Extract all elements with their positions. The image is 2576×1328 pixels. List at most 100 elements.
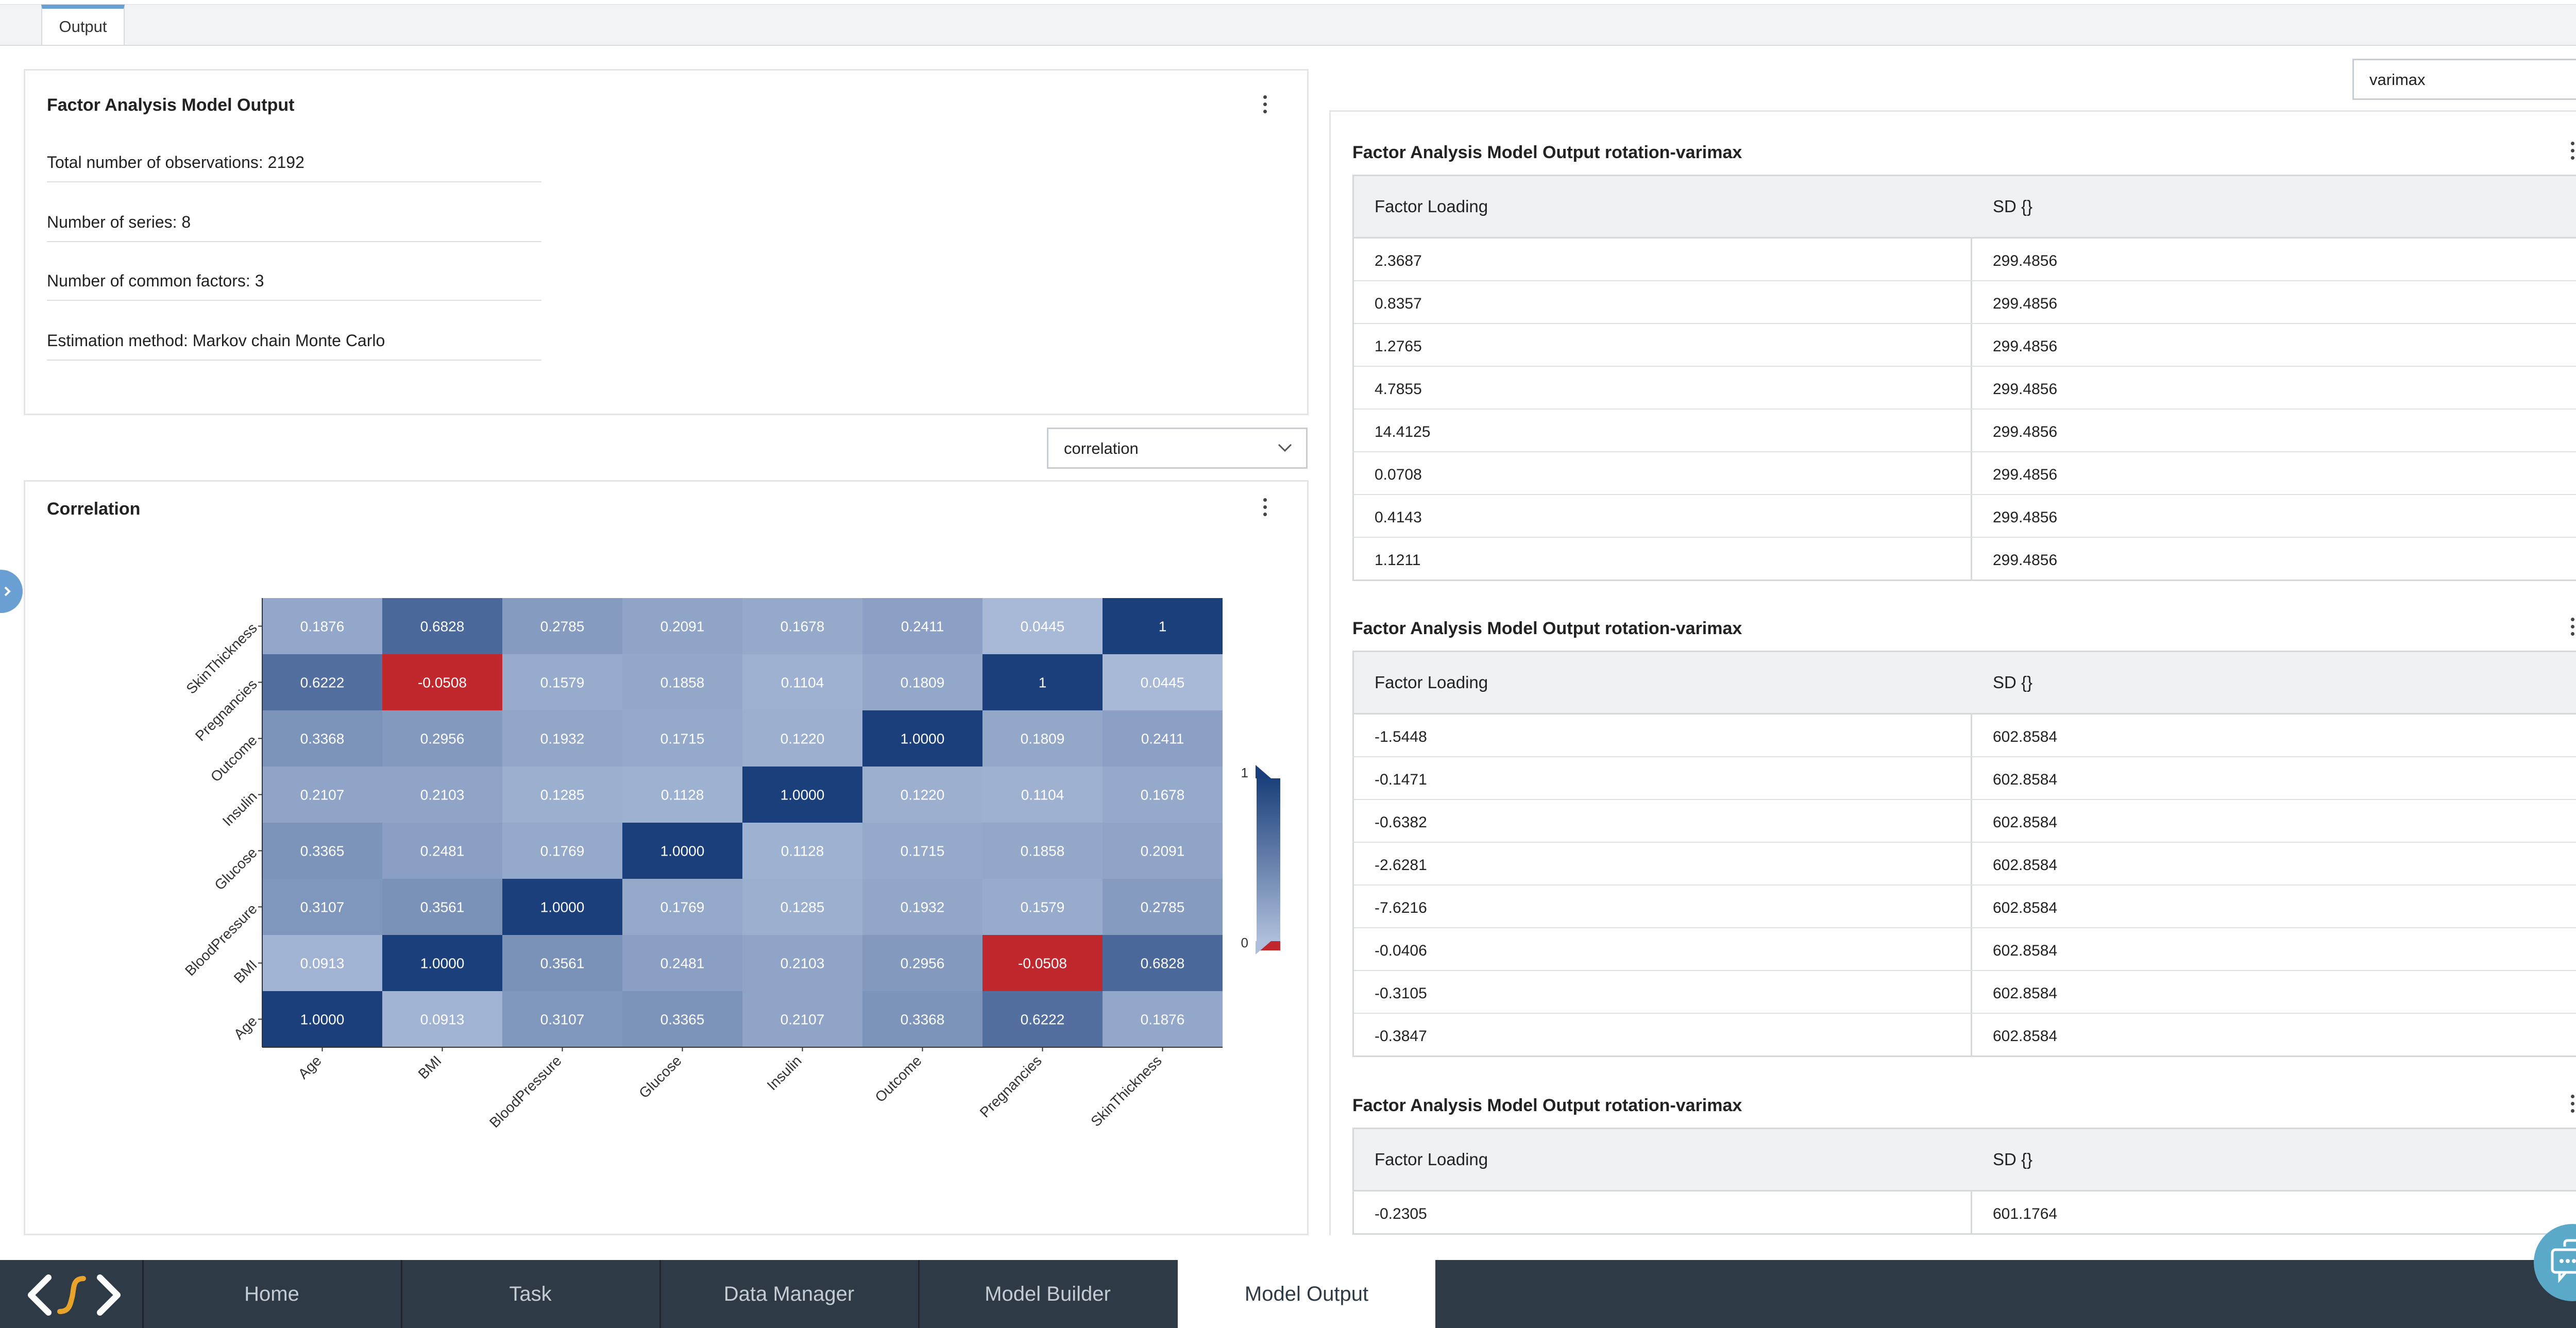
sd-cell: 602.8584 <box>1993 728 2058 745</box>
heatmap-cell[interactable] <box>982 654 1103 710</box>
heatmap-cell[interactable] <box>982 879 1103 935</box>
heatmap-cell[interactable] <box>982 710 1103 767</box>
heatmap-cell-label: 0.2481 <box>660 956 705 972</box>
heatmap-cell[interactable] <box>1103 991 1223 1047</box>
heatmap-cell[interactable] <box>262 710 382 767</box>
heatmap-cell[interactable] <box>862 935 982 991</box>
correlation-select[interactable]: correlation <box>1047 428 1308 469</box>
factor-table-menu-icon[interactable] <box>2567 141 2576 161</box>
legend-min-marker[interactable] <box>1256 941 1271 955</box>
heatmap-cell[interactable] <box>1103 710 1223 767</box>
heatmap-cell[interactable] <box>502 710 622 767</box>
heatmap-cell[interactable] <box>742 991 862 1047</box>
heatmap-cell[interactable] <box>1103 879 1223 935</box>
nav-home[interactable]: Home <box>142 1260 400 1328</box>
heatmap-cell[interactable] <box>382 879 502 935</box>
summary-menu-icon[interactable] <box>1260 94 1270 115</box>
heatmap-cell[interactable] <box>502 879 622 935</box>
heatmap-cell[interactable] <box>262 935 382 991</box>
heatmap-cell[interactable] <box>262 598 382 654</box>
heatmap-cell-label: 1.0000 <box>300 1012 345 1028</box>
heatmap-cell[interactable] <box>742 710 862 767</box>
header-factor-loading[interactable]: Factor Loading <box>1375 1150 1488 1169</box>
heatmap-cell[interactable] <box>502 823 622 879</box>
heatmap-cell[interactable] <box>1103 935 1223 991</box>
header-factor-loading[interactable]: Factor Loading <box>1375 673 1488 692</box>
factor-table-menu-icon[interactable] <box>2567 1094 2576 1114</box>
legend-max-marker[interactable] <box>1256 765 1271 778</box>
heatmap-cell[interactable] <box>382 935 502 991</box>
chat-support-button[interactable] <box>2534 1224 2576 1301</box>
heatmap-cell[interactable] <box>1103 823 1223 879</box>
heatmap-cell-label: 1.0000 <box>420 956 465 972</box>
heatmap-cell[interactable] <box>502 654 622 710</box>
heatmap-cell[interactable] <box>982 935 1103 991</box>
heatmap-cell[interactable] <box>622 654 742 710</box>
heatmap-cell[interactable] <box>382 767 502 823</box>
heatmap-cell[interactable] <box>862 879 982 935</box>
heatmap-cell[interactable] <box>862 654 982 710</box>
x-tick-label: Insulin <box>764 1052 805 1093</box>
heatmap-cell[interactable] <box>262 879 382 935</box>
heatmap-cell[interactable] <box>862 598 982 654</box>
nav-model-output[interactable]: Model Output <box>1178 1260 1435 1328</box>
heatmap-cell[interactable] <box>1103 598 1223 654</box>
heatmap-cell[interactable] <box>622 710 742 767</box>
output-tab-strip: Output <box>0 4 2576 46</box>
heatmap-cell[interactable] <box>502 991 622 1047</box>
heatmap-cell[interactable] <box>982 767 1103 823</box>
heatmap-cell[interactable] <box>742 879 862 935</box>
heatmap-cell-label: 0.1715 <box>901 843 945 859</box>
heatmap-cell[interactable] <box>1103 767 1223 823</box>
nav-data-manager[interactable]: Data Manager <box>659 1260 917 1328</box>
heatmap-cell[interactable] <box>262 823 382 879</box>
factor-table-menu-icon[interactable] <box>2567 617 2576 637</box>
heatmap-cell[interactable] <box>262 654 382 710</box>
header-factor-loading[interactable]: Factor Loading <box>1375 197 1488 216</box>
rotation-select[interactable]: varimax <box>2352 59 2576 100</box>
code-logo-icon[interactable] <box>23 1273 126 1317</box>
heatmap-cell[interactable] <box>742 823 862 879</box>
header-sd[interactable]: SD {} <box>1993 197 2033 216</box>
heatmap-cell[interactable] <box>982 823 1103 879</box>
heatmap-cell[interactable] <box>382 654 502 710</box>
heatmap-cell[interactable] <box>982 991 1103 1047</box>
heatmap-cell[interactable] <box>622 598 742 654</box>
header-sd[interactable]: SD {} <box>1993 673 2033 692</box>
heatmap-cell[interactable] <box>502 935 622 991</box>
heatmap-cell[interactable] <box>862 767 982 823</box>
heatmap-cell[interactable] <box>502 767 622 823</box>
heatmap-cell[interactable] <box>382 991 502 1047</box>
correlation-menu-icon[interactable] <box>1260 497 1270 518</box>
heatmap-cell[interactable] <box>742 767 862 823</box>
heatmap-cell-label: 0.3368 <box>901 1012 945 1028</box>
heatmap-cell[interactable] <box>382 823 502 879</box>
heatmap-cell[interactable] <box>622 935 742 991</box>
heatmap-cell[interactable] <box>622 991 742 1047</box>
sd-cell: 602.8584 <box>1993 857 2058 874</box>
heatmap-cell[interactable] <box>622 767 742 823</box>
nav-model-builder[interactable]: Model Builder <box>918 1260 1176 1328</box>
sidebar-toggle[interactable] <box>0 570 23 613</box>
heatmap-cell[interactable] <box>862 823 982 879</box>
heatmap-cell[interactable] <box>742 598 862 654</box>
tab-output[interactable]: Output <box>41 5 125 45</box>
heatmap-cell[interactable] <box>742 654 862 710</box>
heatmap-cell[interactable] <box>262 767 382 823</box>
header-sd[interactable]: SD {} <box>1993 1150 2033 1169</box>
heatmap-cell[interactable] <box>862 991 982 1047</box>
heatmap-cell[interactable] <box>262 991 382 1047</box>
heatmap-cell[interactable] <box>382 710 502 767</box>
heatmap-cell[interactable] <box>622 879 742 935</box>
table-row: 1.1211 299.4856 <box>1354 538 2576 580</box>
table-row: -0.3847 602.8584 <box>1354 1014 2576 1055</box>
heatmap-cell[interactable] <box>742 935 862 991</box>
heatmap-cell[interactable] <box>982 598 1103 654</box>
chat-support-icon <box>2551 1239 2576 1283</box>
heatmap-cell[interactable] <box>382 598 502 654</box>
heatmap-cell[interactable] <box>502 598 622 654</box>
heatmap-cell[interactable] <box>862 710 982 767</box>
heatmap-cell[interactable] <box>622 823 742 879</box>
nav-task[interactable]: Task <box>401 1260 658 1328</box>
heatmap-cell[interactable] <box>1103 654 1223 710</box>
